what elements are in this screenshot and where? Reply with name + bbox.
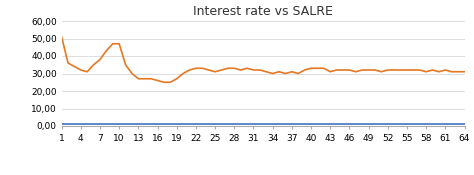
Interest Rates [321,67,327,69]
SALRE [257,123,263,125]
SALRE [462,123,467,125]
Interest Rates [161,81,167,83]
Interest Rates [231,67,237,69]
SALRE [283,123,288,125]
Interest Rates [110,43,116,45]
SALRE [110,123,116,125]
Interest Rates [59,36,64,38]
Interest Rates [462,71,467,73]
SALRE [225,123,231,125]
Title: Interest rate vs SALRE: Interest rate vs SALRE [193,5,333,18]
SALRE [321,123,327,125]
SALRE [59,123,64,125]
Interest Rates [264,71,269,73]
Interest Rates [289,71,295,73]
SALRE [315,123,320,125]
Line: Interest Rates: Interest Rates [62,37,465,82]
Interest Rates [328,71,333,73]
